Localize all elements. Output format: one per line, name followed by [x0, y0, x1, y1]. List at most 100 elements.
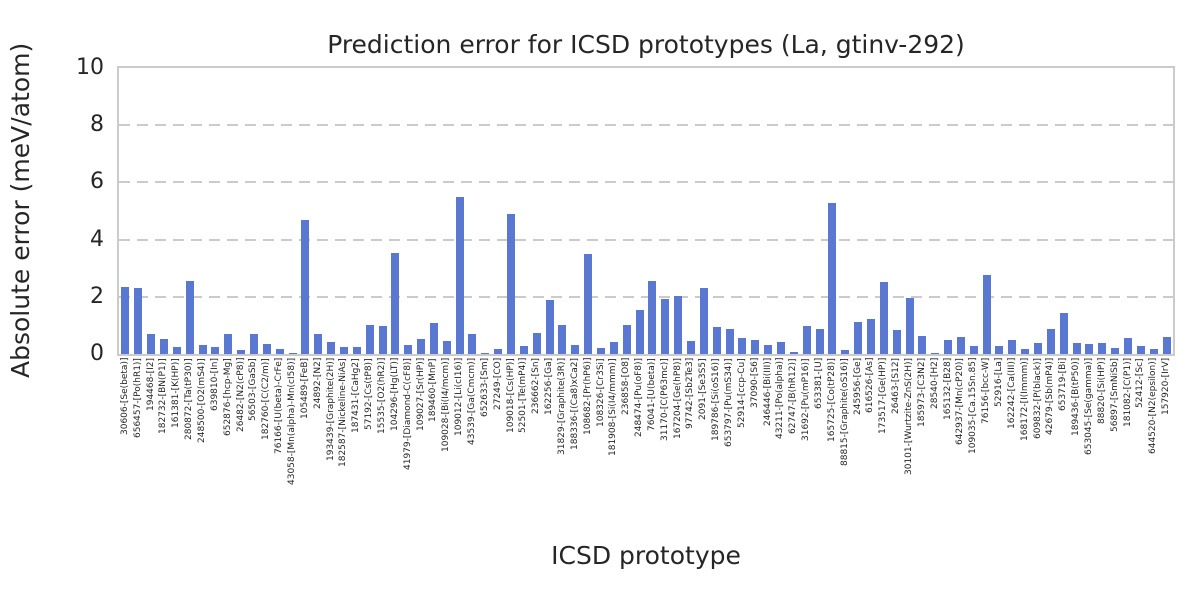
x-tick-label: 105489-[FeB] [299, 358, 310, 420]
bar [391, 252, 400, 354]
bar [879, 282, 888, 354]
x-tick-label: 194468-[I2] [145, 358, 156, 412]
bar [982, 275, 991, 354]
x-tick-label: 280872-[Ta(tP30)] [184, 358, 195, 440]
x-tick-label: 162242-[Ca(III)] [1006, 358, 1017, 430]
bar [417, 339, 426, 354]
bar [455, 196, 464, 354]
x-tick-label: 644520-[N2(epsilon)] [1148, 358, 1159, 455]
x-tick-label: 109028-[Bi(I4/mcm)] [441, 358, 452, 453]
x-tick-label: 656457-[Po(hR1)] [132, 358, 143, 438]
x-tick-label: 653045-[Se(gamma)] [1083, 358, 1094, 456]
x-tick-label: 193439-[Graphite(2H)] [325, 358, 336, 462]
bar [995, 346, 1004, 354]
bar [378, 325, 387, 354]
x-tick-label: 104296-[Hg(LT)] [389, 358, 400, 432]
bar [815, 329, 824, 354]
x-tick-label: 245956-[Ge] [852, 358, 863, 416]
gridline-y-4 [119, 238, 1173, 241]
bar [468, 333, 477, 354]
bar [635, 310, 644, 354]
bar [185, 280, 194, 354]
x-tick-label: 182732-[BN(P1)] [158, 358, 169, 434]
bar [802, 326, 811, 354]
y-tick-label: 2 [90, 283, 104, 309]
y-tick-label: 0 [90, 341, 104, 366]
x-tick-label: 37090-[S6] [749, 358, 760, 409]
y-tick-label: 4 [90, 226, 104, 252]
x-tick-label: 88820-[Si(HP)] [1096, 358, 1107, 425]
x-tick-label: 52412-[Sc] [1135, 358, 1146, 408]
bar [211, 347, 220, 354]
x-tick-label: 157920-[IrV] [1161, 358, 1172, 416]
x-tick-label: 2091-[Se3S5] [698, 358, 709, 420]
x-tick-label: 652876-[hcp-Mg] [222, 358, 233, 436]
x-tick-label: 52914-[ccp-Cu] [736, 358, 747, 428]
x-tick-label: 165725-[Co(tP28)] [826, 358, 837, 442]
bar [404, 344, 413, 354]
x-tick-label: 24892-[N2] [312, 358, 323, 410]
x-tick-label: 76156-[bcc-W] [981, 358, 992, 425]
x-tick-label: 616526-[As] [865, 358, 876, 414]
x-tick-label: 43058-[Mn(alpha)-Mn(cI58)] [287, 358, 298, 486]
bar [789, 352, 798, 354]
bar [1162, 337, 1171, 354]
bar [314, 333, 323, 354]
bar [224, 333, 233, 354]
bar [237, 350, 246, 354]
x-tick-label: 108682-[Pr(hP6)] [582, 358, 593, 436]
bar [1111, 348, 1120, 354]
bar [339, 346, 348, 354]
x-tick-label: 52916-[La] [993, 358, 1004, 408]
bar [944, 340, 953, 354]
x-tick-label: 653797-[Pu(mS34)] [724, 358, 735, 447]
bar [172, 346, 181, 354]
x-tick-label: 31692-[Pu(mP16)] [801, 358, 812, 441]
bar [262, 343, 271, 354]
x-tick-label: 76041-[U(beta)] [646, 358, 657, 431]
x-tick-label: 652633-[Sm] [479, 358, 490, 418]
bar [198, 345, 207, 354]
bar [751, 339, 760, 354]
x-tick-label: 161381-[K(HP)] [171, 358, 182, 428]
bar [1098, 343, 1107, 354]
bar [1046, 328, 1055, 354]
gridline-y-6 [119, 181, 1173, 184]
bar [712, 326, 721, 354]
bar [918, 336, 927, 354]
x-tick-label: 30606-[Se(beta)] [119, 358, 130, 436]
bar [764, 345, 773, 354]
bar [134, 287, 143, 354]
x-tick-label: 181082-[C(P1)] [1122, 358, 1133, 428]
x-tick-label: 97742-[Sb2Te3] [685, 358, 696, 430]
gridline-y-8 [119, 124, 1173, 127]
x-tick-label: 30101-[Wurtzite-ZnS(2H)] [904, 358, 914, 476]
bar [699, 287, 708, 354]
bar [1085, 344, 1094, 354]
bar [519, 345, 528, 354]
bar [622, 324, 631, 354]
x-tick-label: 42679-[Sb(mP4)] [1045, 358, 1056, 436]
x-tick-label: 185973-[C3N2] [916, 358, 927, 428]
bar [429, 322, 438, 354]
x-tick-label: 43539-[Ga(Cmcm)] [466, 358, 477, 446]
x-tick-label: 653381-[U] [814, 358, 825, 410]
y-tick-label: 6 [90, 169, 104, 195]
x-tick-label: 41979-[Diamond-C(cF8)] [402, 358, 413, 470]
chart-title: Prediction error for ICSD prototypes (La… [327, 30, 965, 59]
bar [1072, 342, 1081, 354]
x-tick-label: 109012-[Li(cI16)] [454, 358, 465, 437]
x-tick-label: 246446-[Bi(III)] [762, 358, 773, 427]
x-tick-label: 248474-[Pu(oF8)] [634, 358, 645, 438]
bar [1136, 346, 1145, 354]
bar [1149, 349, 1158, 354]
bar [481, 353, 490, 354]
x-tick-label: 109035-[Ca.15Sn.85] [968, 358, 979, 455]
bar [738, 337, 747, 354]
x-tick-label: 189786-[Si(oS16)] [711, 358, 722, 441]
bar [648, 280, 657, 354]
y-tick-label: 8 [90, 112, 104, 138]
bar [969, 346, 978, 354]
x-tick-label: 189436-[B(tP50)] [1071, 358, 1082, 437]
bar [841, 350, 850, 354]
